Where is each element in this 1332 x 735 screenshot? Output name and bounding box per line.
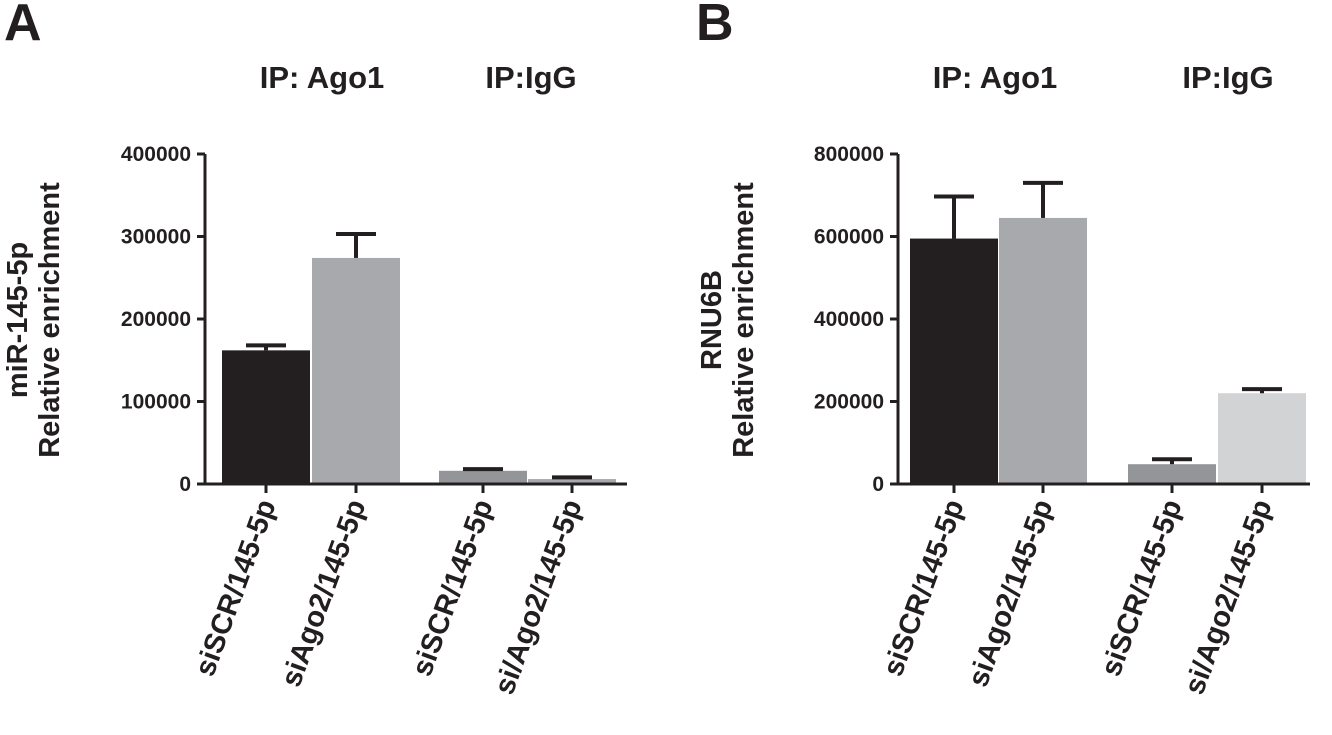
panel-a-category-label: siSCR/145-5p	[406, 495, 499, 680]
panel-b-ylabel-line2: Relative enrichment	[728, 182, 760, 458]
panel-a-bar	[312, 257, 400, 484]
panel-a-y-tick-label: 200000	[121, 308, 191, 331]
panel-a-letter: A	[4, 0, 42, 52]
panel-b-bar	[910, 238, 998, 484]
panel-b-category-label: siSCR/145-5p	[1095, 495, 1188, 680]
panel-b-group-label-ago1: IP: Ago1	[933, 60, 1058, 95]
panel-b-y-tick-label: 800000	[814, 143, 884, 166]
panel-a-category-label: si/Ago2/145-5p	[489, 495, 589, 698]
panel-b-ylabel-line1: RNU6B	[696, 270, 728, 370]
panel-b-y-tick-label: 200000	[814, 391, 884, 414]
panel-b-bar	[999, 217, 1087, 484]
panel-b-letter: B	[696, 0, 734, 52]
panel-a-bar	[439, 470, 527, 484]
panel-b-y-tick-label: 400000	[814, 308, 884, 331]
panel-b-plot: 0200000400000600000800000siSCR/145-5psiA…	[814, 143, 1310, 699]
panel-b-y-tick-label: 600000	[814, 226, 884, 249]
panel-a-y-tick-label: 100000	[121, 391, 191, 414]
panel-a-ylabel-line1: miR-145-5p	[2, 242, 34, 398]
panel-a-y-tick-label: 300000	[121, 226, 191, 249]
panel-a-y-tick-label: 400000	[121, 143, 191, 166]
panel-a-bar	[528, 479, 616, 484]
panel-a-bar	[222, 350, 310, 484]
panel-a-plot: 0100000200000300000400000siSCR/145-5psiA…	[121, 143, 627, 699]
panel-a-group-label-ago1: IP: Ago1	[260, 60, 385, 95]
panel-a-category-label: siAgo2/145-5p	[275, 495, 372, 691]
panel-b-category-label: si/Ago2/145-5p	[1179, 495, 1279, 698]
panel-b-bar	[1218, 393, 1306, 484]
panel-a-group-label-igg: IP:IgG	[485, 60, 576, 95]
panel-a-y-tick-label: 0	[179, 473, 191, 496]
panel-a-ylabel-line2: Relative enrichment	[34, 182, 66, 458]
panel-b-category-label: siSCR/145-5p	[877, 495, 970, 680]
panel-b-y-tick-label: 0	[872, 473, 884, 496]
panel-b-bar	[1128, 464, 1216, 484]
panel-a-category-label: siSCR/145-5p	[189, 495, 282, 680]
panel-b-category-label: siAgo2/145-5p	[962, 495, 1059, 691]
panel-b-group-label-igg: IP:IgG	[1182, 60, 1273, 95]
